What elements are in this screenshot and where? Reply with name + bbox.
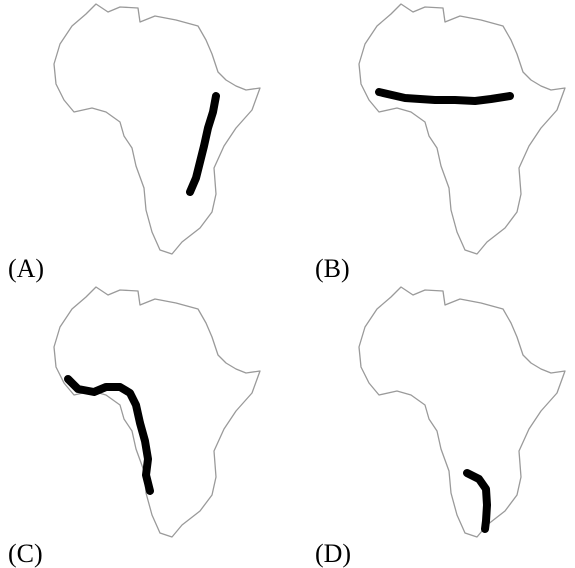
option-b-label: (B) (315, 254, 350, 283)
africa-map-b (358, 3, 566, 255)
marked-line-a (186, 92, 220, 196)
marked-line-b (375, 88, 514, 105)
option-b-panel[interactable]: (B) (305, 0, 575, 283)
option-a-label: (A) (8, 254, 45, 283)
option-c-panel[interactable]: (C) (0, 283, 287, 568)
africa-outline (358, 286, 566, 538)
africa-map-a (53, 3, 261, 255)
marked-line-d (463, 469, 491, 533)
africa-outline (53, 3, 261, 255)
africa-outline (358, 3, 566, 255)
option-a-panel[interactable]: (A) (0, 0, 287, 283)
option-c-label: (C) (8, 539, 43, 568)
marked-line-c (64, 375, 154, 495)
option-d-label: (D) (315, 539, 352, 568)
africa-outline (53, 286, 261, 538)
africa-map-c (53, 286, 261, 538)
africa-map-d (358, 286, 566, 538)
option-d-panel[interactable]: (D) (305, 283, 575, 568)
